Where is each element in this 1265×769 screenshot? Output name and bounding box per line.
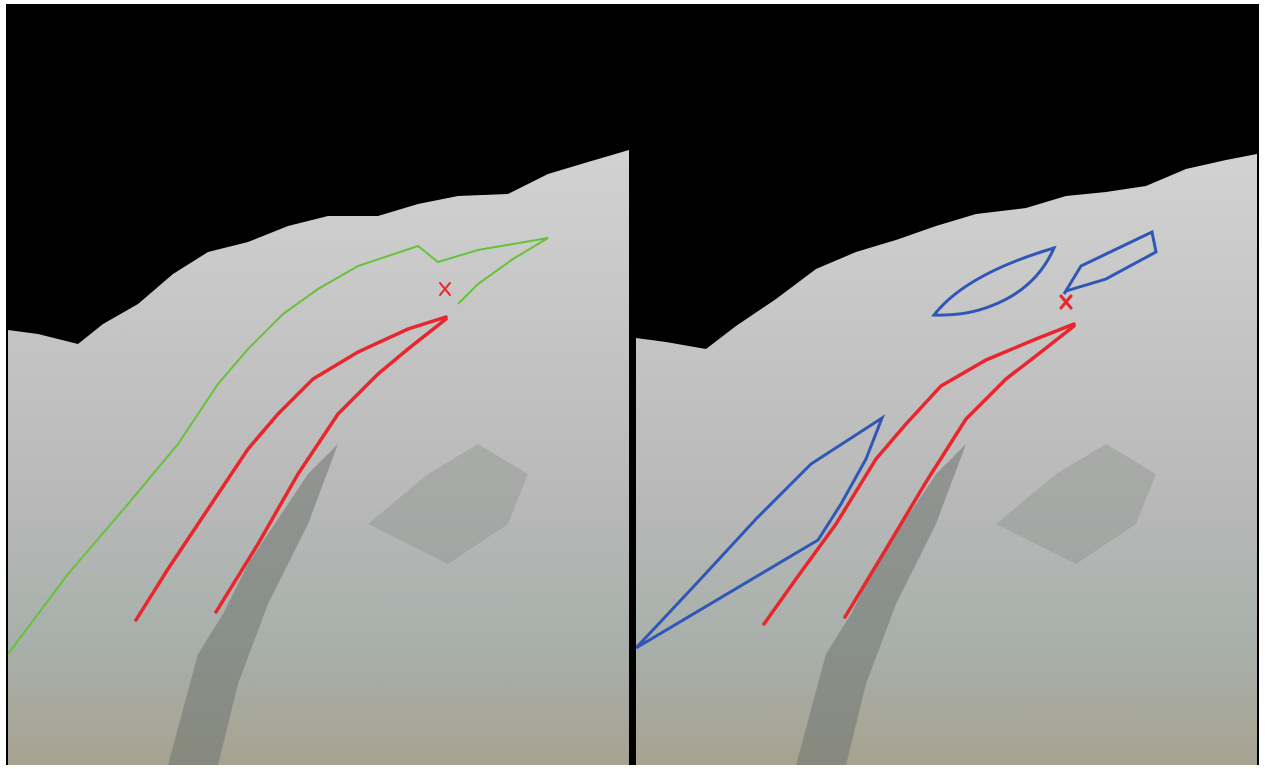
left-terrain-svg [8, 4, 629, 765]
right-terrain-svg [636, 4, 1257, 765]
left-terrain-view [8, 4, 629, 765]
panel-divider [629, 4, 636, 765]
right-terrain-view [636, 4, 1257, 765]
